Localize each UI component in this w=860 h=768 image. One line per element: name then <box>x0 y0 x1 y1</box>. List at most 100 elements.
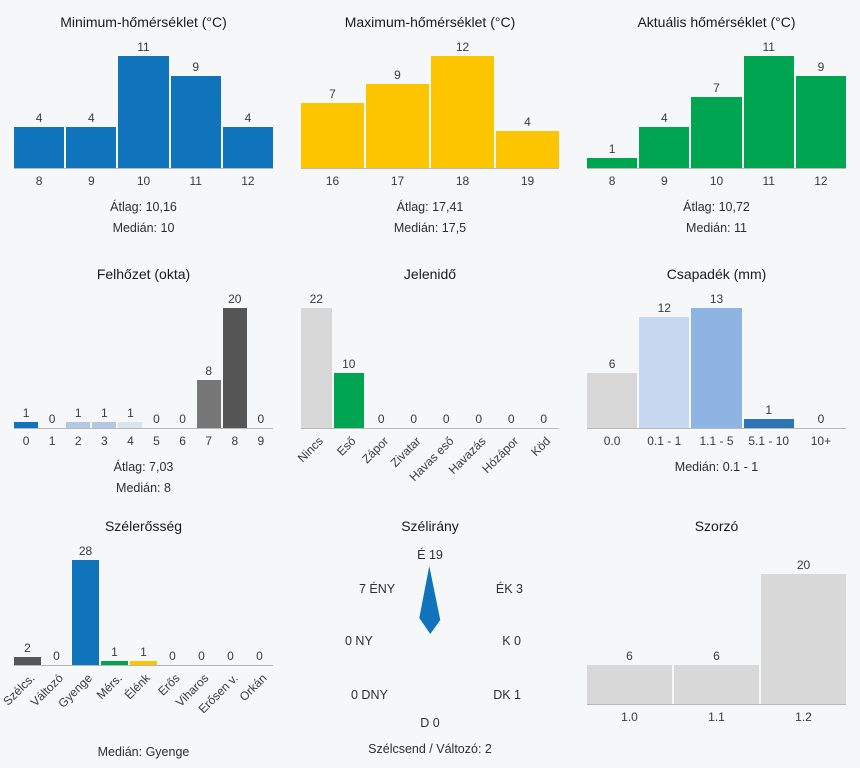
x-axis-label: 9 <box>257 434 265 448</box>
chart-column: 0 <box>431 290 462 428</box>
bar-value-label: 20 <box>796 558 811 572</box>
chart-column: 0 <box>171 290 195 428</box>
bar <box>118 422 143 428</box>
x-axis-label: 7 <box>205 434 213 448</box>
stat-line: Átlag: 17,41 <box>396 200 464 214</box>
bar <box>761 574 846 704</box>
bar-chart-present-weather: 22 10 0 0 0 0 0 0 Nincs Eső Zápor Zivatar Havas eső H… <box>295 290 560 496</box>
bar <box>118 56 169 168</box>
x-axis-label: 18 <box>455 174 470 188</box>
compass-label-south: D 0 <box>420 716 440 730</box>
chart-title-present-weather: Jelenidő <box>403 266 457 282</box>
bar-chart-cloud-cover: 1 0 1 1 1 0 0 8 20 0 0 1 2 3 4 5 6 7 8 9 <box>14 290 273 448</box>
x-axis-label: 2 <box>74 434 82 448</box>
x-axis-label: 17 <box>390 174 405 188</box>
compass-label-east: K 0 <box>502 634 521 648</box>
x-axis-label: 9 <box>660 174 668 188</box>
chart-column: 1 <box>92 290 117 428</box>
chart-stats-maximum-temperature: Átlag: 17,41 Medián: 17,5 <box>301 200 559 242</box>
bar-value-label: 4 <box>87 111 95 125</box>
chart-stats-minimum-temperature: Átlag: 10,16 Medián: 10 <box>14 200 273 242</box>
chart-column: 0 <box>249 290 273 428</box>
x-axis-label: 9 <box>87 174 95 188</box>
bar <box>587 158 638 168</box>
bar <box>222 308 247 428</box>
stat-line: Átlag: 7,03 <box>113 460 174 474</box>
chart-column: 7 <box>301 38 364 168</box>
bar-value-label: 0 <box>179 412 186 426</box>
bar <box>101 661 128 665</box>
bar <box>587 665 672 704</box>
bar-chart-minimum-temperature: 4 4 11 9 4 8 9 10 11 12 <box>14 38 274 188</box>
chart-column: 4 <box>14 38 65 168</box>
x-axis-label: 1.0 <box>621 710 638 724</box>
x-axis-label: Élénk <box>122 669 157 733</box>
x-axis-label: 6 <box>179 434 186 448</box>
x-axis-label: 5.1 - 10 <box>748 434 790 448</box>
bar-value-label: 0 <box>198 649 205 663</box>
x-axis-label: 1.1 - 5 <box>699 434 734 448</box>
chart-plot: 7 9 12 4 <box>301 38 559 169</box>
chart-plot: 6 6 20 <box>587 556 846 705</box>
x-axis-label: Hózápor <box>479 432 527 496</box>
chart-column: 8 <box>196 290 221 428</box>
chart-column: 9 <box>366 38 429 168</box>
bar-value-label: 1 <box>111 645 118 659</box>
stat-line: Medián: 10 <box>112 221 175 235</box>
chart-column: 22 <box>301 290 332 428</box>
bar-value-label: 8 <box>205 364 213 378</box>
stat-line: Medián: Gyenge <box>97 745 190 759</box>
x-axis-label: 0.1 - 1 <box>647 434 682 448</box>
bar-value-label: 1 <box>608 142 616 156</box>
bar <box>674 665 759 704</box>
x-axis-labels: 0.0 0.1 - 1 1.1 - 5 5.1 - 10 10+ <box>587 434 846 448</box>
bar-value-label: 28 <box>78 544 93 558</box>
chart-column: 7 <box>691 38 742 168</box>
x-axis-label: 0 <box>22 434 30 448</box>
bar-chart-multiplier: 6 6 20 1.0 1.1 1.2 <box>587 556 846 724</box>
x-axis-label: Gyenge <box>56 669 99 733</box>
chart-column: 0 <box>144 290 168 428</box>
bar-value-label: 9 <box>192 60 200 74</box>
bar <box>301 308 332 428</box>
bar-value-label: 1 <box>127 406 134 420</box>
bar-value-label: 22 <box>309 292 323 306</box>
bar-value-label: 1 <box>100 406 108 420</box>
bar-value-label: 0 <box>410 412 418 426</box>
x-axis-label: 1.1 <box>708 710 725 724</box>
chart-column: 0 <box>40 290 64 428</box>
x-axis-label: Köd <box>529 432 560 496</box>
bar-value-label: 0 <box>153 412 160 426</box>
bar-chart-wind-strength: 2 0 28 1 1 0 0 0 0 Szélcs. Változó Gyenge Mérs. Élénk… <box>0 542 273 733</box>
chart-column: 0 <box>464 290 495 428</box>
chart-column: 13 <box>691 290 742 428</box>
chart-column: 28 <box>72 542 99 665</box>
bar-value-label: 7 <box>329 87 336 101</box>
chart-plot: 1 4 7 11 9 <box>587 38 847 169</box>
x-axis-label: 4 <box>127 434 134 448</box>
bar-value-label: 0 <box>257 412 265 426</box>
bar-value-label: 0 <box>475 412 483 426</box>
x-axis-labels: 8 9 10 11 12 <box>14 174 273 188</box>
chart-stats-cloud-cover: Átlag: 7,03 Medián: 8 <box>14 460 273 502</box>
bar-value-label: 11 <box>137 40 150 54</box>
chart-column: 1 <box>118 290 143 428</box>
panel-multiplier: Szorzó 6 6 20 1.0 1.1 1.2 <box>573 504 860 768</box>
bar-value-label: 4 <box>244 111 252 125</box>
x-axis-label: 1 <box>48 434 56 448</box>
chart-column: 1 <box>743 290 794 428</box>
chart-column: 0 <box>529 290 560 428</box>
x-axis-label-text: Nincs <box>295 434 327 466</box>
bar-chart-maximum-temperature: 7 9 12 4 16 17 18 19 <box>301 38 559 188</box>
x-axis-label: Eső <box>334 432 365 496</box>
bar-value-label: 10 <box>342 357 356 371</box>
bar <box>639 317 690 428</box>
panel-current-temperature: Aktuális hőmérséklet (°C) 1 4 7 11 9 8 9 10 11 12… <box>573 0 860 252</box>
x-axis-label: 8 <box>231 434 239 448</box>
bar-value-label: 1 <box>140 645 147 659</box>
stat-line: Medián: 11 <box>686 221 747 235</box>
bar <box>795 76 847 168</box>
bar-value-label: 4 <box>35 111 43 125</box>
compass-label-southeast: DK 1 <box>493 688 521 702</box>
x-axis-label: 10+ <box>810 434 832 448</box>
